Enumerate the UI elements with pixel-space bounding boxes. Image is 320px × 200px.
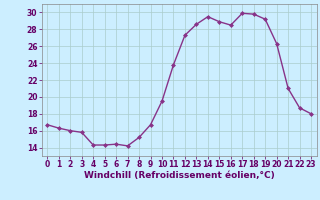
X-axis label: Windchill (Refroidissement éolien,°C): Windchill (Refroidissement éolien,°C): [84, 171, 275, 180]
